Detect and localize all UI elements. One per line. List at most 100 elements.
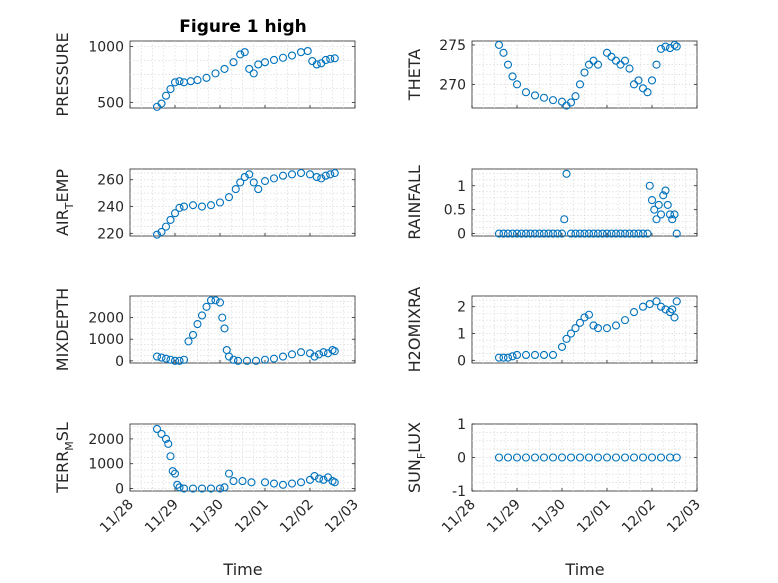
data-point xyxy=(656,44,666,53)
data-point xyxy=(611,321,621,330)
data-point xyxy=(161,354,171,363)
data-point xyxy=(499,353,508,362)
data-point xyxy=(672,297,681,306)
data-point xyxy=(557,342,567,351)
data-point xyxy=(157,227,166,237)
x-tick-label: 12/02 xyxy=(619,497,659,537)
data-point xyxy=(296,348,306,357)
data-point xyxy=(593,324,603,333)
data-point xyxy=(539,229,549,238)
data-point xyxy=(647,196,657,205)
data-point xyxy=(571,229,580,238)
data-point xyxy=(571,324,580,333)
data-point xyxy=(629,229,639,238)
data-point xyxy=(211,69,220,78)
data-point xyxy=(652,297,661,306)
data-point xyxy=(233,356,243,365)
data-point xyxy=(321,55,330,65)
data-point xyxy=(206,201,216,210)
data-point xyxy=(197,311,207,320)
subplot-terr-msl: 0 1000 2000 11/28 11/29 11/30 12/01 12/02 12/03 T… xyxy=(53,422,362,536)
data-point xyxy=(566,98,576,107)
data-point xyxy=(652,215,661,224)
data-point xyxy=(220,324,229,333)
y-tick-label: 500 xyxy=(97,95,124,111)
data-point xyxy=(197,202,207,211)
data-point xyxy=(517,229,526,238)
data-point xyxy=(314,350,324,359)
data-point xyxy=(638,229,648,238)
data-point xyxy=(566,329,576,338)
y-tick-label: 1000 xyxy=(88,332,124,348)
data-point xyxy=(654,200,663,209)
data-point xyxy=(157,429,166,438)
data-point xyxy=(330,54,339,63)
data-point xyxy=(593,453,603,462)
data-point xyxy=(539,350,549,360)
data-point xyxy=(521,453,531,462)
data-point xyxy=(521,350,531,360)
data-point xyxy=(548,229,558,238)
x-tick-label: 12/01 xyxy=(574,497,614,537)
data-point xyxy=(330,478,339,487)
data-point xyxy=(580,229,589,238)
x-axis-label-right: Time xyxy=(564,560,604,579)
data-point xyxy=(584,453,594,462)
data-point xyxy=(598,229,607,238)
data-point xyxy=(593,229,603,238)
y-tick-label: 260 xyxy=(97,173,124,189)
data-point xyxy=(236,50,245,59)
data-point xyxy=(625,64,634,73)
figure-title: Figure 1 high xyxy=(179,17,307,37)
data-point xyxy=(303,46,312,56)
y-axis-label: RAINFALL xyxy=(405,165,424,240)
data-point xyxy=(638,453,648,462)
data-point xyxy=(611,453,621,462)
data-point xyxy=(254,185,263,194)
x-tick-label: 12/02 xyxy=(277,497,317,537)
y-tick-label: 1000 xyxy=(88,457,124,473)
data-point xyxy=(643,229,652,238)
data-point xyxy=(645,181,654,190)
data-point xyxy=(584,310,594,319)
data-point xyxy=(530,91,540,100)
data-point xyxy=(224,193,234,202)
y-axis-label: AIRTEMP xyxy=(53,169,76,236)
y-axis-label: PRESSURE xyxy=(53,32,72,116)
data-point xyxy=(312,60,321,69)
data-point xyxy=(602,324,612,333)
data-point xyxy=(530,229,540,238)
data-point xyxy=(602,48,612,57)
data-point xyxy=(616,60,625,69)
data-point xyxy=(166,84,175,94)
data-point xyxy=(287,479,297,488)
x-tick-label: 11/28 xyxy=(439,497,479,537)
data-point xyxy=(512,350,522,360)
data-point xyxy=(661,42,670,51)
x-tick-label: 12/03 xyxy=(664,497,704,537)
x-axis-label-left: Time xyxy=(222,560,262,579)
x-tick-label: 11/29 xyxy=(142,497,182,537)
y-tick-label: 240 xyxy=(97,200,124,216)
data-point xyxy=(557,97,567,106)
y-axis-label: H2OMIXRA xyxy=(405,287,424,373)
data-point xyxy=(152,424,162,434)
data-point xyxy=(602,453,612,462)
data-point xyxy=(179,355,189,364)
y-tick-label: 0 xyxy=(115,354,124,370)
data-point xyxy=(229,477,238,486)
data-point xyxy=(656,453,666,462)
data-point xyxy=(215,484,225,493)
data-point xyxy=(611,56,621,65)
data-point xyxy=(589,56,598,65)
data-point xyxy=(238,477,247,486)
data-point xyxy=(634,76,643,85)
data-point xyxy=(188,201,198,210)
data-point xyxy=(326,170,335,179)
data-point xyxy=(161,434,171,443)
y-tick-label: 1 xyxy=(457,417,466,433)
data-point xyxy=(629,453,639,462)
data-point xyxy=(629,80,639,89)
data-point xyxy=(670,313,679,322)
